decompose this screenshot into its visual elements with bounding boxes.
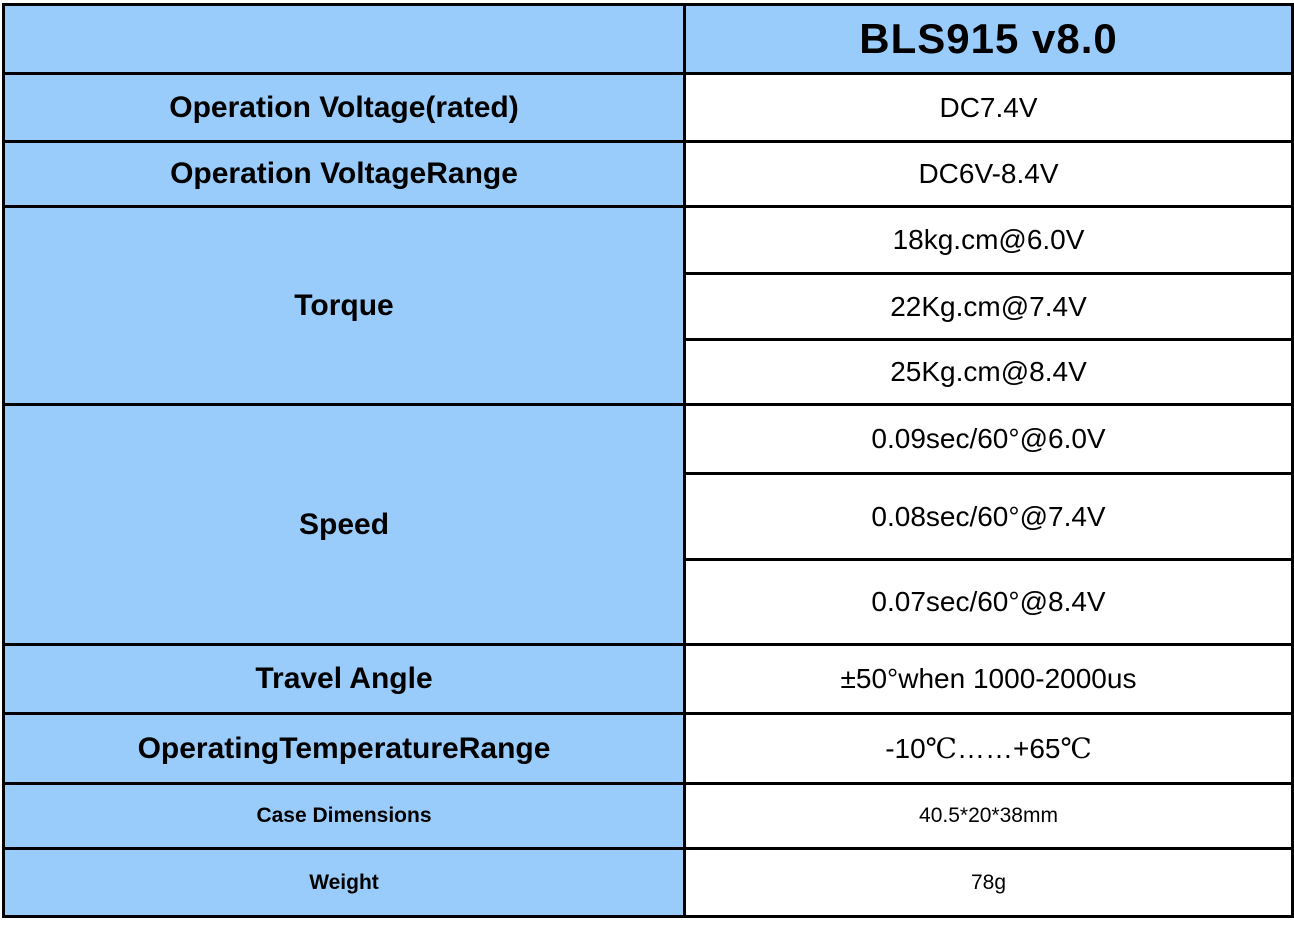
spec-label-case-dimensions: Case Dimensions: [2, 782, 686, 850]
spec-label-speed: Speed: [2, 403, 686, 646]
spec-value-torque-6v: 18kg.cm@6.0V: [683, 205, 1294, 275]
row-travel-angle: Travel Angle ±50°when 1000-2000us: [2, 643, 1294, 715]
spec-value-speed-8-4v: 0.07sec/60°@8.4V: [683, 558, 1294, 646]
spec-value-speed-6v: 0.09sec/60°@6.0V: [683, 403, 1294, 475]
row-speed-2: 0.08sec/60°@7.4V: [4, 472, 1294, 561]
spec-value-weight: 78g: [683, 847, 1294, 918]
header-empty-cell: [2, 3, 686, 75]
spec-label-operation-voltage-rated: Operation Voltage(rated): [2, 72, 686, 143]
spec-label-operating-temperature-range: OperatingTemperatureRange: [2, 712, 686, 785]
degree-celsius-symbol: ℃: [925, 732, 957, 765]
model-title: BLS915 v8.0: [683, 3, 1294, 75]
row-speed-1: Speed 0.09sec/60°@6.0V: [2, 403, 1294, 646]
spec-value-torque-7-4v: 22Kg.cm@7.4V: [683, 272, 1294, 341]
spec-value-speed-7-4v: 0.08sec/60°@7.4V: [683, 472, 1294, 561]
row-header: BLS915 v8.0: [2, 3, 1294, 75]
degree-celsius-symbol: ℃: [1060, 732, 1092, 765]
spec-label-travel-angle: Travel Angle: [2, 643, 686, 715]
row-weight: Weight 78g: [2, 847, 1294, 918]
spec-label-torque: Torque: [2, 205, 686, 406]
row-operation-voltage-range: Operation VoltageRange DC6V-8.4V: [2, 140, 1294, 208]
spec-value-operation-voltage-range: DC6V-8.4V: [683, 140, 1294, 208]
row-torque-1: Torque 18kg.cm@6.0V: [2, 205, 1294, 406]
spec-value-torque-8-4v: 25Kg.cm@8.4V: [683, 338, 1294, 406]
spec-label-weight: Weight: [2, 847, 686, 918]
temp-range-dots: ……: [956, 733, 1013, 764]
spec-label-operation-voltage-range: Operation VoltageRange: [2, 140, 686, 208]
temp-low-value: -10: [885, 733, 926, 764]
spec-value-operating-temperature-range: -10℃……+65℃: [683, 712, 1294, 785]
spec-value-travel-angle: ±50°when 1000-2000us: [683, 643, 1294, 715]
row-operation-voltage-rated: Operation Voltage(rated) DC7.4V: [2, 72, 1294, 143]
temp-high-value: +65: [1012, 733, 1061, 764]
row-torque-2: 22Kg.cm@7.4V: [4, 272, 1294, 341]
specifications-table: BLS915 v8.0 Operation Voltage(rated) DC7…: [2, 3, 1294, 918]
spec-value-case-dimensions: 40.5*20*38mm: [683, 782, 1294, 850]
row-case-dimensions: Case Dimensions 40.5*20*38mm: [2, 782, 1294, 850]
row-speed-3: 0.07sec/60°@8.4V: [4, 558, 1294, 646]
row-operating-temperature-range: OperatingTemperatureRange -10℃……+65℃: [2, 712, 1294, 785]
spec-value-operation-voltage-rated: DC7.4V: [683, 72, 1294, 143]
row-torque-3: 25Kg.cm@8.4V: [4, 338, 1294, 406]
